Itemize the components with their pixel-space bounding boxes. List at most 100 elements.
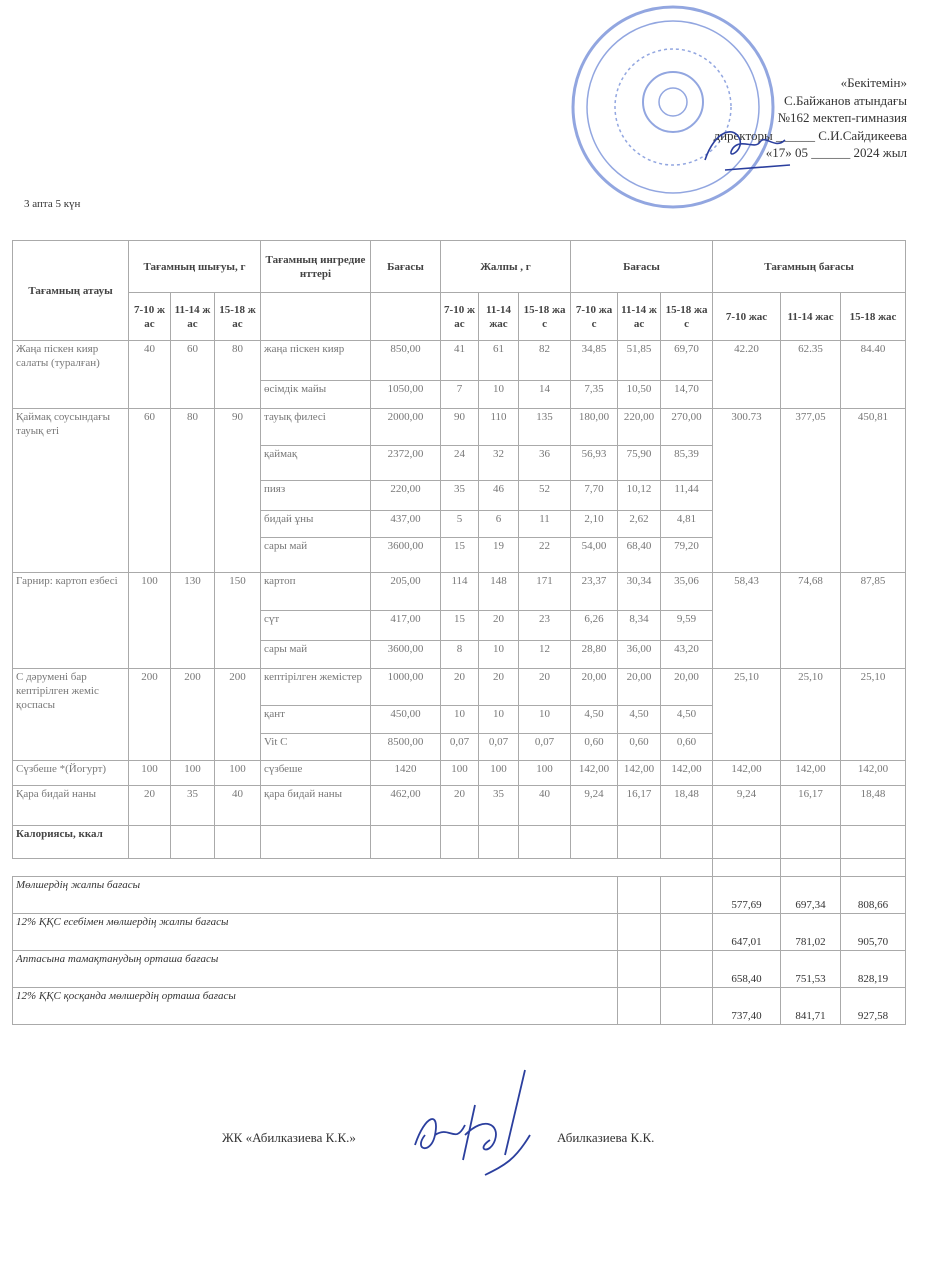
dish-output: 20	[128, 785, 171, 826]
summary-value: 781,02	[780, 913, 842, 951]
ingredient-cost: 2,62	[617, 510, 662, 538]
ingredient-name: картоп	[260, 572, 371, 611]
ingredient-cost: 7,35	[570, 380, 619, 409]
entrepreneur-signature	[414, 1069, 531, 1176]
ingredient-price: 1000,00	[370, 668, 441, 706]
ingredient-gross: 20	[478, 610, 519, 641]
ingredient-cost: 0,60	[570, 733, 619, 761]
ingredient-gross: 82	[517, 340, 572, 381]
header-age-gross: 7-10 жас	[440, 292, 479, 341]
dish-name: Қаймақ соусындағы тауық еті	[12, 408, 129, 573]
ingredient-price: 8500,00	[370, 733, 441, 761]
ingredient-price: 1420	[370, 760, 441, 786]
ingredient-gross: 100	[517, 760, 572, 786]
ingredient-gross: 20	[440, 785, 479, 826]
empty-cell	[440, 825, 479, 859]
empty-cell	[12, 858, 714, 877]
header-cost: Бағасы	[570, 240, 714, 293]
ingredient-cost: 142,00	[617, 760, 662, 786]
ingredient-name: пияз	[260, 480, 371, 511]
ingredient-cost: 10,50	[617, 380, 662, 409]
dish-output: 200	[170, 668, 215, 761]
summary-value: 905,70	[840, 913, 907, 951]
ingredient-cost: 23,37	[570, 572, 619, 611]
ingredient-gross: 0,07	[478, 733, 519, 761]
empty-cell	[660, 876, 714, 914]
ingredient-gross: 135	[517, 408, 572, 446]
ingredient-name: сүт	[260, 610, 371, 641]
table-row: қаймақ 2372,00 24 32 36 56,93 75,90 85,39	[13, 445, 906, 481]
ingredient-cost: 20,00	[570, 668, 619, 706]
dish-name: Гарнир: картоп езбесі	[12, 572, 129, 669]
header-age-output: 15-18 жас	[214, 292, 261, 341]
ingredient-gross: 46	[478, 480, 519, 511]
summary-value: 658,40	[712, 950, 782, 988]
header-dish-name: Тағамның атауы	[12, 240, 129, 341]
ingredient-cost: 36,00	[617, 640, 662, 669]
ingredient-price: 417,00	[370, 610, 441, 641]
ingredient-cost: 4,81	[660, 510, 714, 538]
dish-name: С дәрумені бар кептірілген жеміс қоспасы	[12, 668, 129, 761]
table-row: Жаңа піскен кияр салаты (туралған) 40 60 80…	[12, 340, 907, 409]
dish-total-price: 25,10	[840, 668, 907, 761]
dish-output: 150	[214, 572, 261, 669]
ingredient-cost: 43,20	[660, 640, 714, 669]
ingredient-cost: 68,40	[617, 537, 662, 573]
ingredient-name: қара бидай наны	[260, 785, 371, 826]
dish-output: 100	[214, 760, 261, 786]
ingredient-price: 462,00	[370, 785, 441, 826]
header-age-cost: 11-14 жас	[617, 292, 662, 341]
dish-output: 100	[128, 572, 171, 669]
header-age-output: 7-10 жас	[128, 292, 171, 341]
ingredient-name: кептірілген жемістер	[260, 668, 371, 706]
table-row: қант 450,00 10 10 10 4,50 4,50 4,50	[13, 705, 906, 734]
ingredient-gross: 5	[440, 510, 479, 538]
official-stamp	[571, 5, 775, 209]
ingredient-gross: 11	[517, 510, 572, 538]
ingredient-cost: 34,85	[570, 340, 619, 381]
summary-value: 697,34	[780, 876, 842, 914]
ingredient-gross: 24	[440, 445, 479, 481]
summary-label: Аптасына тамақтанудың орташа бағасы	[11, 950, 619, 988]
empty-cell	[517, 825, 572, 859]
header-age-gross: 15-18 жас	[517, 292, 572, 341]
ingredient-cost: 142,00	[570, 760, 619, 786]
empty-cell	[617, 950, 662, 988]
ingredient-cost: 9,59	[660, 610, 714, 641]
ingredient-gross: 12	[517, 640, 572, 669]
dish-output: 100	[170, 760, 215, 786]
header-age-cost: 7-10 жас	[570, 292, 619, 341]
ingredient-gross: 100	[478, 760, 519, 786]
ingredient-cost: 75,90	[617, 445, 662, 481]
dish-name: Жаңа піскен кияр салаты (туралған)	[12, 340, 129, 409]
empty-cell	[712, 858, 782, 877]
header-age-dish-price: 11-14 жас	[780, 292, 842, 341]
ingredient-gross: 10	[440, 705, 479, 734]
ingredient-name: тауық филесі	[260, 408, 371, 446]
ingredient-gross: 171	[517, 572, 572, 611]
ingredient-gross: 22	[517, 537, 572, 573]
approval-line: С.Байжанов атындағы	[784, 92, 907, 108]
ingredient-name: жаңа піскен кияр	[260, 340, 371, 381]
header-age-dish-price: 15-18 жас	[840, 292, 907, 341]
ingredient-price: 3600,00	[370, 537, 441, 573]
ingredient-cost: 180,00	[570, 408, 619, 446]
ingredient-cost: 30,34	[617, 572, 662, 611]
ingredient-cost: 4,50	[660, 705, 714, 734]
ingredient-price: 2372,00	[370, 445, 441, 481]
empty-cell	[214, 825, 261, 859]
ingredient-price: 450,00	[370, 705, 441, 734]
ingredient-name: қант	[260, 705, 371, 734]
ingredient-gross: 41	[440, 340, 479, 381]
ingredient-gross: 100	[440, 760, 479, 786]
dish-total-price: 16,17	[780, 785, 842, 826]
ingredient-price: 1050,00	[370, 380, 441, 409]
ingredient-cost: 220,00	[617, 408, 662, 446]
summary-row: 12% ҚҚС қосқанда мөлшердің орташа бағасы…	[11, 987, 907, 1025]
table-row: Қара бидай наны 20 35 40 қара бидай наны 462,…	[12, 785, 907, 826]
ingredient-cost: 0,60	[617, 733, 662, 761]
ingredient-gross: 110	[478, 408, 519, 446]
dish-total-price: 25,10	[780, 668, 842, 761]
table-row: Гарнир: картоп езбесі 100 130 150 картоп 205,…	[12, 572, 907, 669]
ingredient-gross: 114	[440, 572, 479, 611]
